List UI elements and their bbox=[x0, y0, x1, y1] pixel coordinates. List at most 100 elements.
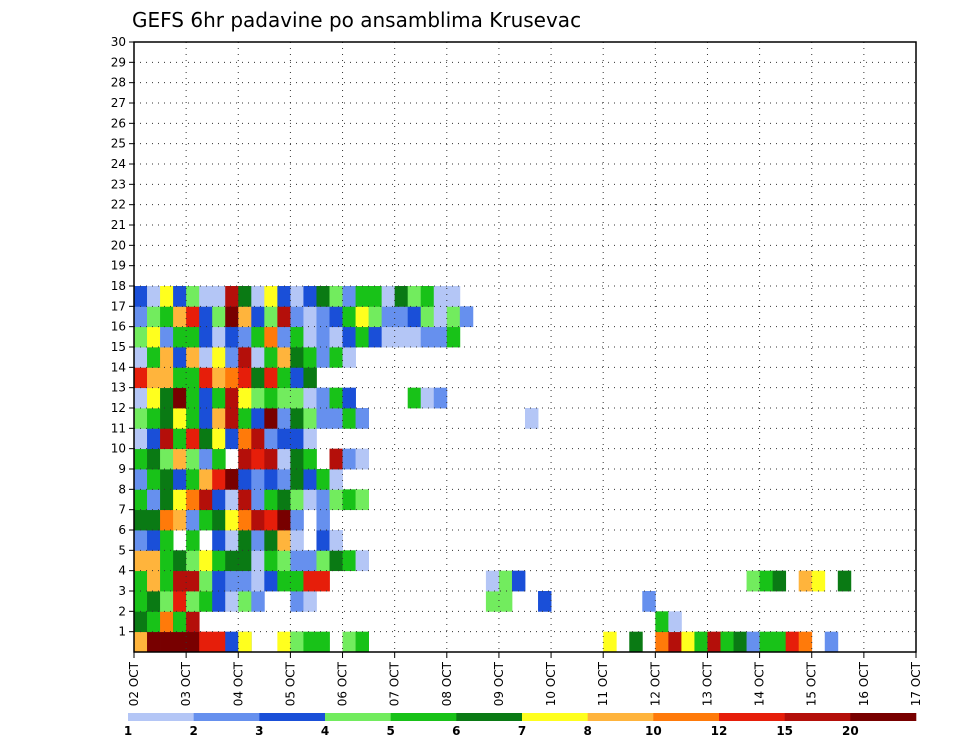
heatmap-cell bbox=[225, 530, 239, 551]
heatmap-cell bbox=[147, 387, 161, 409]
heatmap-cell bbox=[251, 408, 265, 429]
heatmap-cell bbox=[186, 611, 200, 633]
heatmap-cell bbox=[277, 631, 291, 653]
heatmap-cell bbox=[290, 591, 304, 612]
heatmap-cell bbox=[290, 489, 304, 511]
colorbar-segment bbox=[653, 713, 720, 721]
heatmap-cell bbox=[173, 326, 187, 348]
heatmap-cell bbox=[433, 286, 448, 307]
heatmap-cell bbox=[173, 469, 187, 490]
y-tick-label: 29 bbox=[111, 55, 126, 69]
heatmap-cell bbox=[303, 631, 317, 653]
heatmap-cell bbox=[290, 306, 304, 328]
heatmap-cell bbox=[355, 326, 369, 348]
heatmap-cell bbox=[212, 428, 226, 450]
heatmap-cell bbox=[264, 448, 278, 470]
colorbar-segment bbox=[719, 713, 785, 721]
heatmap-cell bbox=[316, 489, 330, 511]
heatmap-cell bbox=[329, 387, 343, 409]
heatmap-cell bbox=[160, 448, 174, 470]
heatmap-cell bbox=[251, 509, 265, 531]
heatmap-cell bbox=[134, 387, 148, 409]
heatmap-cell bbox=[303, 428, 317, 450]
heatmap-cell bbox=[277, 570, 291, 592]
heatmap-cell bbox=[290, 570, 304, 592]
heatmap-cell bbox=[498, 591, 513, 612]
heatmap-cell bbox=[251, 489, 265, 511]
heatmap-cell bbox=[277, 367, 291, 389]
y-tick-label: 19 bbox=[111, 259, 126, 273]
heatmap-cell bbox=[342, 631, 356, 653]
heatmap-cell bbox=[160, 631, 174, 653]
heatmap-cell bbox=[316, 570, 330, 592]
heatmap-cell bbox=[303, 489, 317, 511]
heatmap-cell bbox=[368, 326, 383, 348]
heatmap-cell bbox=[303, 591, 317, 612]
heatmap-cell bbox=[147, 306, 161, 328]
y-tick-label: 9 bbox=[118, 462, 126, 476]
y-tick-label: 22 bbox=[111, 198, 126, 212]
heatmap-cell bbox=[394, 306, 409, 328]
heatmap-cell bbox=[199, 489, 213, 511]
heatmap-cell bbox=[186, 408, 200, 429]
heatmap-cell bbox=[225, 387, 239, 409]
heatmap-cell bbox=[355, 286, 369, 307]
heatmap-cell bbox=[173, 347, 187, 368]
heatmap-cell bbox=[342, 347, 356, 368]
heatmap-cell bbox=[498, 570, 513, 592]
heatmap-cell bbox=[186, 631, 200, 653]
heatmap-cell bbox=[147, 509, 161, 531]
heatmap-cell bbox=[173, 448, 187, 470]
heatmap-cell bbox=[238, 428, 252, 450]
heatmap-cell bbox=[251, 387, 265, 409]
heatmap-cell bbox=[147, 367, 161, 389]
heatmap-cell bbox=[342, 550, 356, 572]
heatmap-cell bbox=[199, 448, 213, 470]
heatmap-cell bbox=[147, 469, 161, 490]
heatmap-cell bbox=[368, 306, 383, 328]
heatmap-cell bbox=[160, 530, 174, 551]
heatmap-cell bbox=[342, 306, 356, 328]
heatmap-cell bbox=[264, 408, 278, 429]
heatmap-cell bbox=[251, 347, 265, 368]
colorbar-legend: 1 2 3 4 5 6 7 8 10 12 15 20 bbox=[124, 713, 917, 738]
heatmap-cell bbox=[238, 306, 252, 328]
heatmap-cell bbox=[746, 631, 760, 653]
heatmap-cell bbox=[173, 489, 187, 511]
heatmap-cell bbox=[212, 326, 226, 348]
x-tick-label: 06 OCT bbox=[336, 661, 350, 706]
heatmap-cell bbox=[225, 326, 239, 348]
heatmap-cell bbox=[251, 550, 265, 572]
heatmap-cell bbox=[212, 530, 226, 551]
heatmap-cell bbox=[238, 408, 252, 429]
y-tick-label: 24 bbox=[111, 157, 126, 171]
heatmap-cell bbox=[329, 550, 343, 572]
heatmap-cell bbox=[355, 550, 369, 572]
heatmap-cell bbox=[147, 591, 161, 612]
x-tick-label: 12 OCT bbox=[648, 661, 662, 706]
heatmap-cell bbox=[733, 631, 747, 653]
heatmap-cell bbox=[173, 306, 187, 328]
heatmap-cell bbox=[316, 286, 330, 307]
x-tick-label: 15 OCT bbox=[805, 661, 819, 706]
heatmap-cell bbox=[316, 347, 330, 368]
heatmap-cell bbox=[160, 387, 174, 409]
colorbar-segment bbox=[325, 713, 391, 721]
heatmap-cell bbox=[264, 428, 278, 450]
x-tick-label: 10 OCT bbox=[544, 661, 558, 706]
heatmap-cell bbox=[407, 326, 422, 348]
heatmap-cell bbox=[238, 286, 252, 307]
colorbar-segment bbox=[850, 713, 917, 721]
heatmap-cell bbox=[316, 408, 330, 429]
heatmap-cell bbox=[160, 286, 174, 307]
heatmap-cell bbox=[186, 591, 200, 612]
heatmap-cell bbox=[199, 387, 213, 409]
heatmap-cell bbox=[199, 286, 213, 307]
heatmap-cell bbox=[446, 286, 461, 307]
heatmap-cell bbox=[316, 387, 330, 409]
heatmap-cell bbox=[173, 509, 187, 531]
colorbar-tick-label: 15 bbox=[776, 724, 793, 738]
heatmap-cell bbox=[199, 469, 213, 490]
y-tick-label: 15 bbox=[111, 340, 126, 354]
